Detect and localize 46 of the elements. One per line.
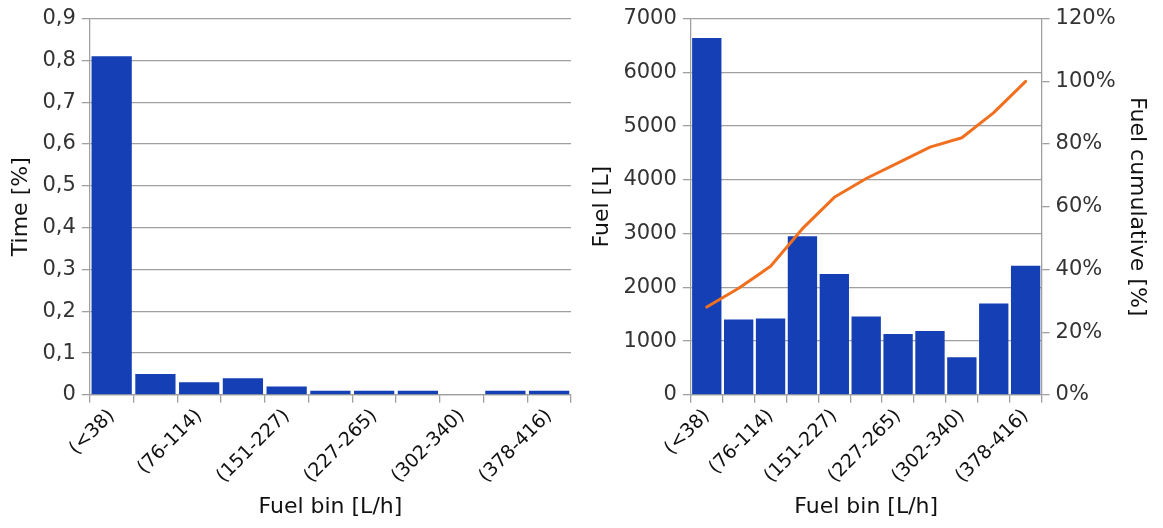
- y-tick-label: 0,5: [42, 172, 76, 197]
- y-tick-label: 0,6: [42, 130, 76, 155]
- y-axis-title: Fuel [L]: [587, 166, 613, 248]
- bar: [819, 273, 849, 395]
- y2-tick-label: 120%: [1055, 5, 1116, 30]
- bar: [222, 378, 264, 395]
- y2-axis-title: Fuel cumulative [%]: [1126, 97, 1152, 317]
- y-tick-label: 2000: [623, 273, 677, 298]
- y-tick-label: 3000: [623, 220, 677, 245]
- y2-tick-label: 20%: [1055, 318, 1103, 343]
- bar: [135, 373, 176, 395]
- y2-tick-label: 60%: [1055, 193, 1103, 218]
- bar: [724, 319, 754, 395]
- y-tick-label: 0,7: [42, 88, 76, 113]
- y-tick-label: 7000: [623, 5, 677, 30]
- y-tick-label: 0,8: [42, 46, 76, 71]
- y-tick-label: 6000: [623, 58, 677, 83]
- bar: [266, 386, 307, 395]
- y-axis-title: Time [%]: [6, 157, 32, 258]
- y2-tick-label: 40%: [1055, 255, 1103, 280]
- x-axis-title: Fuel bin [L/h]: [794, 492, 939, 518]
- bar: [755, 318, 786, 395]
- bar: [1010, 265, 1041, 395]
- y2-tick-label: 100%: [1055, 67, 1116, 92]
- bar: [915, 330, 945, 395]
- bar: [883, 334, 913, 395]
- bar: [91, 56, 132, 395]
- bar: [179, 382, 220, 395]
- y-tick-label: 1000: [623, 327, 677, 352]
- bar: [692, 37, 722, 395]
- y-tick-label: 0,4: [42, 214, 76, 239]
- bar: [851, 316, 881, 395]
- y-tick-label: 5000: [623, 112, 677, 137]
- y-tick-label: 4000: [623, 166, 677, 191]
- y-tick-label: 0,3: [42, 255, 76, 280]
- y-tick-label: 0,1: [42, 339, 76, 364]
- y-tick-label: 0,9: [42, 5, 76, 30]
- x-axis-title: Fuel bin [L/h]: [258, 492, 403, 518]
- y2-tick-label: 80%: [1055, 130, 1103, 155]
- y-tick-label: 0,2: [42, 297, 76, 322]
- bar: [787, 236, 818, 395]
- bar: [947, 357, 977, 395]
- y2-tick-label: 0%: [1055, 381, 1089, 406]
- y-tick-label: 0: [62, 381, 76, 406]
- bar: [979, 303, 1009, 395]
- y-tick-label: 0: [663, 381, 677, 406]
